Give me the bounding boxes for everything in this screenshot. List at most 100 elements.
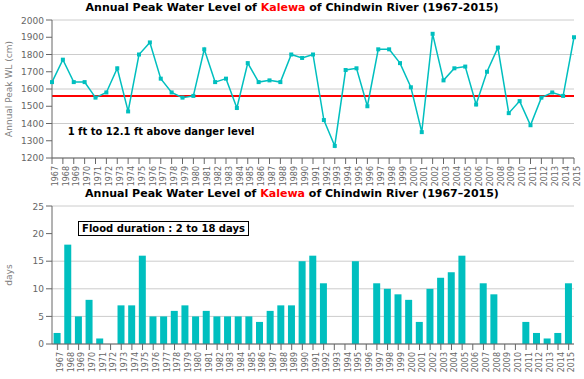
svg-text:2005: 2005 [461,352,470,372]
svg-text:2006: 2006 [471,352,480,372]
svg-text:1969: 1969 [72,166,81,186]
svg-text:1996: 1996 [365,352,374,372]
svg-text:1998: 1998 [386,352,395,372]
svg-text:15: 15 [33,256,44,266]
svg-text:2010: 2010 [514,352,523,372]
svg-text:1999: 1999 [397,352,406,372]
svg-text:1990: 1990 [301,352,310,372]
svg-text:1995: 1995 [354,352,363,372]
svg-text:1975: 1975 [141,352,150,372]
svg-text:1985: 1985 [246,166,255,186]
svg-text:2000: 2000 [21,16,44,26]
svg-text:0: 0 [38,339,44,349]
svg-text:1976: 1976 [152,352,161,372]
svg-text:20: 20 [33,229,45,239]
svg-text:1996: 1996 [366,166,375,186]
svg-text:1993: 1993 [333,166,342,186]
svg-text:1986: 1986 [257,166,266,186]
svg-text:1979: 1979 [184,352,193,372]
svg-text:2009: 2009 [507,166,516,186]
svg-text:2014: 2014 [562,166,571,186]
svg-text:1971: 1971 [99,352,108,372]
svg-text:2005: 2005 [464,166,473,186]
svg-text:2010: 2010 [518,166,527,186]
svg-text:1973: 1973 [116,166,125,186]
svg-text:2003: 2003 [442,166,451,186]
svg-text:1986: 1986 [258,352,267,372]
svg-text:1983: 1983 [225,166,234,186]
svg-text:1971: 1971 [94,166,103,186]
svg-text:2009: 2009 [503,352,512,372]
svg-text:2002: 2002 [431,166,440,186]
svg-text:1982: 1982 [216,352,225,372]
svg-text:1983: 1983 [226,352,235,372]
svg-text:2012: 2012 [535,352,544,372]
svg-text:1978: 1978 [170,166,179,186]
svg-text:1972: 1972 [105,166,114,186]
svg-text:1992: 1992 [322,352,331,372]
svg-text:1998: 1998 [388,166,397,186]
svg-text:2008: 2008 [493,352,502,372]
svg-text:1990: 1990 [301,166,310,186]
svg-text:2001: 2001 [418,352,427,372]
svg-text:2006: 2006 [475,166,484,186]
svg-text:2014: 2014 [557,352,566,372]
svg-text:1968: 1968 [62,166,71,186]
svg-text:1989: 1989 [290,166,299,186]
svg-text:2004: 2004 [450,352,459,372]
svg-text:1975: 1975 [138,166,147,186]
svg-text:1987: 1987 [269,352,278,372]
svg-text:2011: 2011 [529,166,538,186]
svg-text:2015: 2015 [573,166,576,186]
svg-text:1970: 1970 [88,352,97,372]
svg-text:1300: 1300 [21,136,44,146]
svg-text:1977: 1977 [159,166,168,186]
svg-text:1982: 1982 [214,166,223,186]
svg-text:2003: 2003 [440,352,449,372]
svg-text:1977: 1977 [163,352,172,372]
svg-text:1994: 1994 [344,166,353,186]
svg-text:1700: 1700 [21,67,44,77]
svg-text:1993: 1993 [333,352,342,372]
svg-text:1968: 1968 [67,352,76,372]
svg-text:1997: 1997 [377,166,386,186]
svg-text:1500: 1500 [21,101,44,111]
svg-text:1994: 1994 [344,352,353,372]
svg-text:1976: 1976 [149,166,158,186]
svg-text:1984: 1984 [237,352,246,372]
svg-text:2013: 2013 [546,352,555,372]
svg-text:2013: 2013 [551,166,560,186]
svg-text:2007: 2007 [486,166,495,186]
svg-text:1967: 1967 [51,166,60,186]
svg-text:1900: 1900 [21,32,44,42]
svg-text:1978: 1978 [173,352,182,372]
svg-text:2001: 2001 [420,166,429,186]
svg-text:1999: 1999 [399,166,408,186]
svg-text:1974: 1974 [127,166,136,186]
svg-text:2007: 2007 [482,352,491,372]
svg-text:2000: 2000 [408,352,417,372]
svg-text:2000: 2000 [410,166,419,186]
svg-text:1984: 1984 [236,166,245,186]
svg-text:1988: 1988 [279,166,288,186]
svg-text:1991: 1991 [312,166,321,186]
svg-text:25: 25 [33,202,44,212]
svg-text:1980: 1980 [194,352,203,372]
svg-text:1973: 1973 [120,352,129,372]
svg-text:1985: 1985 [248,352,257,372]
svg-text:1981: 1981 [203,166,212,186]
svg-text:1200: 1200 [21,153,44,163]
svg-text:2011: 2011 [525,352,534,372]
svg-text:1989: 1989 [290,352,299,372]
svg-text:1400: 1400 [21,119,44,129]
svg-text:2008: 2008 [497,166,506,186]
svg-text:2015: 2015 [567,352,576,372]
svg-text:1800: 1800 [21,50,44,60]
svg-text:1970: 1970 [83,166,92,186]
svg-text:1981: 1981 [205,352,214,372]
svg-text:2004: 2004 [453,166,462,186]
svg-text:1991: 1991 [312,352,321,372]
svg-text:1992: 1992 [323,166,332,186]
svg-text:1979: 1979 [181,166,190,186]
svg-text:1988: 1988 [280,352,289,372]
